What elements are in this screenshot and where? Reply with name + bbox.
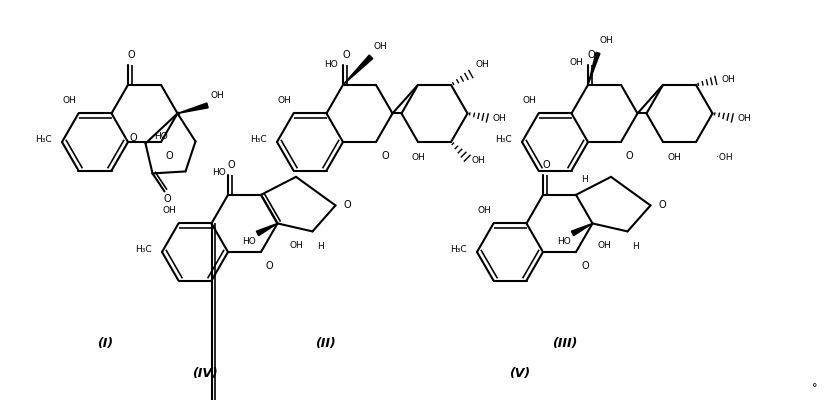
Text: (II): (II) (314, 336, 336, 350)
Text: H₃C: H₃C (250, 136, 267, 144)
Text: O: O (587, 50, 595, 60)
Polygon shape (343, 55, 373, 85)
Text: OH: OH (374, 42, 388, 51)
Text: O: O (130, 134, 138, 144)
Polygon shape (572, 224, 592, 236)
Text: (V): (V) (510, 366, 530, 380)
Text: OH: OH (472, 156, 486, 164)
Text: O: O (227, 160, 235, 170)
Text: HO: HO (212, 168, 226, 177)
Text: H₃C: H₃C (135, 246, 152, 254)
Polygon shape (177, 103, 208, 114)
Text: O: O (658, 200, 666, 210)
Text: OH: OH (597, 241, 611, 250)
Text: HO: HO (242, 237, 256, 246)
Text: (III): (III) (552, 336, 578, 350)
Text: OH: OH (668, 152, 681, 162)
Text: O: O (343, 200, 351, 210)
Text: O: O (266, 261, 274, 271)
Text: OH: OH (569, 58, 583, 67)
Text: OH: OH (278, 96, 291, 105)
Text: OH: OH (163, 206, 177, 215)
Text: OH: OH (721, 75, 735, 84)
Text: H: H (581, 175, 587, 184)
Text: O: O (127, 50, 134, 60)
Text: O: O (581, 261, 588, 271)
Text: HO: HO (153, 132, 167, 141)
Text: O: O (542, 160, 549, 170)
Text: OH: OH (478, 206, 492, 215)
Text: OH: OH (210, 91, 224, 100)
Text: H: H (633, 242, 639, 251)
Text: H₃C: H₃C (35, 136, 52, 144)
Text: HO: HO (557, 237, 571, 246)
Text: O: O (342, 50, 350, 60)
Text: HO: HO (324, 60, 338, 69)
Polygon shape (257, 224, 277, 236)
Text: O: O (166, 151, 173, 161)
Polygon shape (588, 52, 600, 85)
Text: OH: OH (523, 96, 536, 105)
Text: H: H (318, 242, 324, 251)
Text: (I): (I) (97, 336, 113, 350)
Text: ·OH: ·OH (716, 152, 733, 162)
Text: OH: OH (600, 36, 614, 45)
Text: °: ° (813, 383, 818, 393)
Text: (IV): (IV) (192, 366, 218, 380)
Text: OH: OH (476, 60, 490, 69)
Text: OH: OH (63, 96, 77, 105)
Text: O: O (381, 151, 389, 161)
Text: OH: OH (493, 114, 507, 123)
Text: O: O (163, 194, 172, 204)
Text: OH: OH (738, 114, 752, 123)
Text: H₃C: H₃C (495, 136, 512, 144)
Text: OH: OH (411, 152, 425, 162)
Text: H₃C: H₃C (450, 246, 467, 254)
Text: OH: OH (290, 241, 304, 250)
Text: O: O (626, 151, 634, 161)
